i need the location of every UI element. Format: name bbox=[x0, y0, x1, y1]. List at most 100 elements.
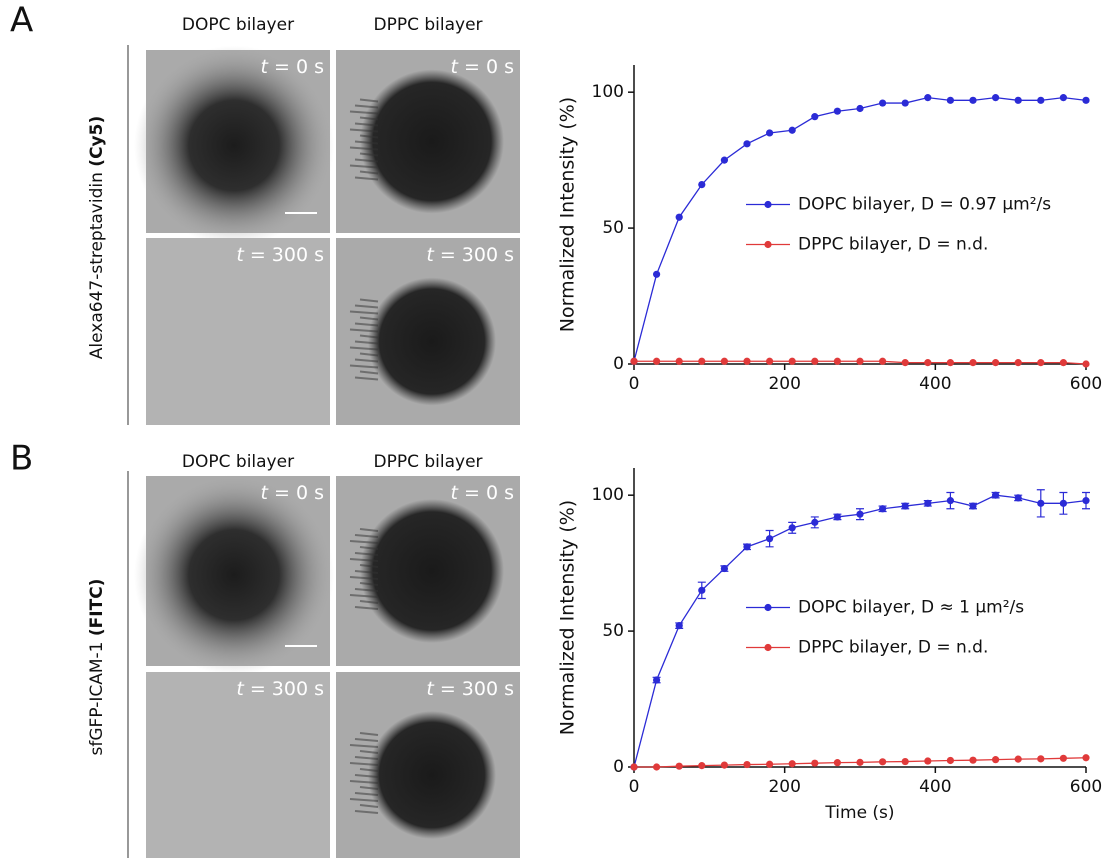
fringe bbox=[354, 756, 379, 760]
text-part: = 0 s bbox=[274, 482, 324, 504]
fringe bbox=[359, 732, 379, 736]
bleach-spot bbox=[134, 45, 334, 246]
y-tick-label: 50 bbox=[602, 218, 624, 238]
data-point bbox=[811, 357, 819, 365]
panel-label: B bbox=[10, 439, 33, 479]
data-point bbox=[992, 756, 1000, 764]
data-point bbox=[766, 535, 774, 543]
data-point bbox=[743, 760, 751, 769]
data-point bbox=[766, 760, 774, 768]
x-tick-label: 400 bbox=[919, 374, 951, 394]
series-line bbox=[633, 494, 1087, 768]
data-point bbox=[992, 94, 1000, 102]
data-point bbox=[698, 586, 706, 594]
data-point bbox=[833, 357, 842, 365]
y-tick-label: 0 bbox=[613, 757, 624, 777]
text-part: = 300 s bbox=[440, 678, 514, 700]
fringe bbox=[354, 552, 379, 556]
data-point bbox=[946, 96, 955, 104]
fringe bbox=[354, 810, 379, 814]
x-tick-label: 200 bbox=[768, 777, 800, 797]
data-point bbox=[1082, 360, 1090, 368]
data-point bbox=[1082, 754, 1090, 762]
data-point bbox=[946, 497, 955, 505]
text-part: = 0 s bbox=[274, 56, 324, 78]
data-point bbox=[924, 499, 932, 507]
data-point bbox=[879, 357, 887, 365]
data-point bbox=[833, 107, 842, 115]
fringe bbox=[349, 798, 379, 802]
data-point bbox=[675, 213, 683, 221]
column-header: DPPC bilayer bbox=[373, 15, 482, 35]
data-point bbox=[766, 129, 774, 137]
text-part: t bbox=[426, 678, 435, 700]
column-header: DOPC bilayer bbox=[182, 15, 294, 35]
fringe bbox=[349, 128, 379, 133]
data-point bbox=[1014, 96, 1022, 104]
data-point bbox=[720, 357, 729, 365]
text-part: t bbox=[261, 482, 270, 504]
data-point bbox=[1037, 359, 1045, 367]
data-point bbox=[743, 543, 751, 551]
data-point bbox=[720, 564, 729, 573]
fringe bbox=[349, 558, 379, 562]
fringe bbox=[359, 582, 379, 586]
fringe bbox=[349, 346, 379, 351]
data-point bbox=[720, 761, 729, 769]
text-part: t bbox=[236, 244, 245, 266]
legend-marker bbox=[764, 200, 772, 209]
micrograph bbox=[146, 672, 330, 858]
data-point bbox=[788, 126, 796, 134]
y-tick-label: 100 bbox=[592, 485, 624, 505]
fringe bbox=[349, 780, 379, 784]
x-tick-label: 600 bbox=[1070, 777, 1102, 797]
y-tick-label: 100 bbox=[592, 82, 624, 102]
time-label: t = 300 s bbox=[236, 244, 324, 266]
fringe bbox=[359, 116, 379, 121]
data-point bbox=[901, 359, 909, 367]
data-point bbox=[1014, 494, 1022, 502]
data-point bbox=[1059, 359, 1067, 367]
data-point bbox=[1059, 754, 1067, 762]
text-part: t bbox=[451, 56, 460, 78]
fringe bbox=[349, 762, 379, 766]
text-part: (Cy5) bbox=[87, 116, 107, 167]
data-point bbox=[856, 104, 864, 113]
data-point bbox=[675, 762, 683, 770]
text-part: t bbox=[236, 678, 245, 700]
data-point bbox=[969, 756, 977, 764]
text-part: t bbox=[261, 56, 270, 78]
fringe bbox=[354, 606, 379, 610]
data-point bbox=[879, 505, 887, 513]
micrograph bbox=[146, 238, 330, 425]
fringe bbox=[349, 110, 379, 115]
data-point bbox=[811, 113, 819, 121]
fringe bbox=[359, 786, 379, 790]
data-point bbox=[811, 518, 819, 526]
fringe bbox=[349, 594, 379, 598]
data-point bbox=[1082, 96, 1090, 104]
text-part: t bbox=[451, 482, 460, 504]
y-axis-label: Normalized Intensity (%) bbox=[557, 97, 579, 332]
data-point bbox=[1037, 499, 1045, 507]
fringe bbox=[354, 322, 379, 327]
fringe bbox=[359, 370, 379, 375]
fringe bbox=[354, 104, 379, 109]
data-point bbox=[924, 757, 932, 765]
fringe bbox=[354, 792, 379, 796]
data-point bbox=[833, 513, 842, 521]
text-part: Alexa647-streptavidin bbox=[87, 172, 107, 359]
fringe bbox=[349, 364, 379, 369]
data-point bbox=[743, 357, 751, 365]
column-header: DPPC bilayer bbox=[373, 452, 482, 472]
data-point bbox=[901, 757, 909, 766]
bleach-spot bbox=[360, 499, 504, 643]
text-part: sfGFP-ICAM-1 bbox=[87, 642, 107, 756]
data-point bbox=[901, 99, 909, 107]
fringe bbox=[354, 176, 379, 181]
data-point bbox=[1037, 96, 1045, 104]
fringe bbox=[354, 158, 379, 163]
fringe bbox=[359, 134, 379, 139]
